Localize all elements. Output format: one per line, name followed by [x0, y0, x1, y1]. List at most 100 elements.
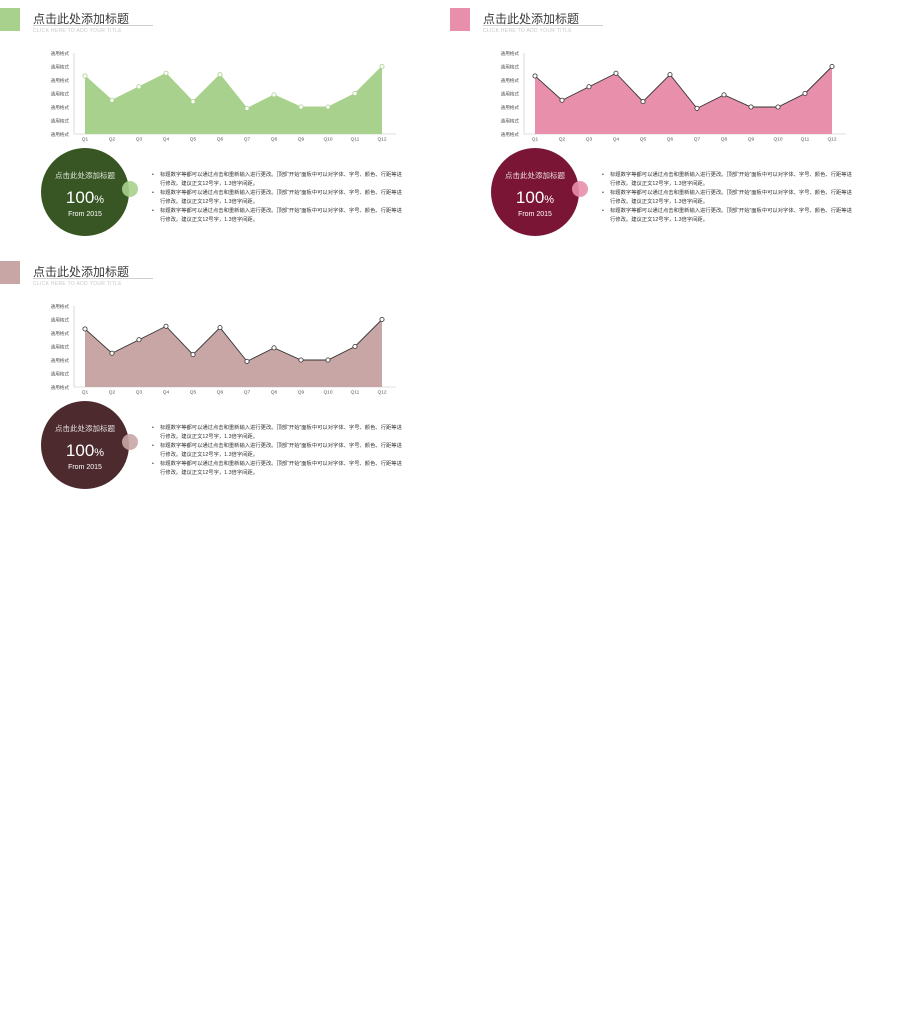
data-point[interactable]	[379, 63, 385, 69]
summary-circle: 点击此处添加标题 100% From 2015	[41, 148, 129, 236]
x-tick-label: Q1	[82, 390, 89, 396]
y-tick-label: 通用格式	[501, 77, 520, 84]
panel-title[interactable]: 点击此处添加标题	[33, 12, 130, 26]
data-point[interactable]	[667, 72, 673, 78]
x-tick-label: Q8	[271, 390, 278, 396]
title-accent-block	[450, 8, 470, 31]
x-tick-label: Q5	[190, 137, 197, 143]
x-tick-label: Q11	[351, 137, 360, 143]
x-tick-label: Q10	[773, 137, 782, 143]
series-line	[84, 66, 383, 109]
x-tick-label: Q9	[298, 390, 305, 396]
y-tick-label: 通用格式	[51, 384, 70, 391]
x-tick-label: Q8	[721, 137, 728, 143]
title-underline	[33, 278, 153, 279]
bullet-item[interactable]: 标题数字等都可以通过点击和重新输入进行更改。顶部“开始”面板中可以对字体、字号、…	[152, 171, 404, 189]
x-tick-label: Q9	[298, 137, 305, 143]
x-tick-label: Q3	[586, 137, 593, 143]
data-point[interactable]	[298, 357, 304, 363]
data-point[interactable]	[163, 70, 169, 76]
panel-title[interactable]: 点击此处添加标题	[483, 12, 580, 26]
title-underline	[483, 25, 603, 26]
y-tick-label: 通用格式	[501, 104, 520, 111]
panel-subtitle: CLICK HERE TO ADD YOUR TITLE	[33, 281, 122, 287]
panel-subtitle: CLICK HERE TO ADD YOUR TITLE	[483, 28, 572, 34]
y-tick-label: 通用格式	[501, 63, 520, 70]
circle-knob	[572, 181, 588, 197]
bullet-item[interactable]: 标题数字等都可以通过点击和重新输入进行更改。顶部“开始”面板中可以对字体、字号、…	[152, 189, 404, 207]
panel-title[interactable]: 点击此处添加标题	[33, 265, 130, 279]
data-point[interactable]	[325, 357, 331, 363]
y-tick-label: 通用格式	[51, 357, 70, 364]
summary-circle: 点击此处添加标题 100% From 2015	[41, 401, 129, 489]
data-point[interactable]	[640, 99, 646, 105]
series-area	[85, 319, 382, 387]
data-point[interactable]	[559, 97, 565, 103]
bullet-item[interactable]: 标题数字等都可以通过点击和重新输入进行更改。顶部“开始”面板中可以对字体、字号、…	[602, 171, 854, 189]
data-point[interactable]	[190, 99, 196, 105]
circle-value-number: 100	[515, 188, 545, 207]
y-tick-label: 通用格式	[51, 63, 70, 70]
bullet-item[interactable]: 标题数字等都可以通过点击和重新输入进行更改。顶部“开始”面板中可以对字体、字号、…	[152, 442, 404, 460]
data-point[interactable]	[352, 91, 358, 97]
data-point[interactable]	[298, 104, 304, 110]
y-tick-label: 通用格式	[51, 104, 70, 111]
chart-panel-2: 点击此处添加标题 CLICK HERE TO ADD YOUR TITLE 通用…	[450, 8, 870, 258]
data-point[interactable]	[586, 84, 592, 90]
series-area	[85, 66, 382, 134]
x-tick-label: Q8	[271, 137, 278, 143]
data-point[interactable]	[829, 63, 835, 69]
data-point[interactable]	[379, 316, 385, 322]
x-tick-label: Q4	[613, 137, 620, 143]
data-point[interactable]	[748, 104, 754, 110]
x-tick-label: Q12	[377, 137, 386, 143]
data-point[interactable]	[352, 344, 358, 350]
y-tick-label: 通用格式	[51, 77, 70, 84]
data-point[interactable]	[217, 325, 223, 331]
data-point[interactable]	[775, 104, 781, 110]
x-tick-label: Q5	[190, 390, 197, 396]
x-tick-label: Q7	[694, 137, 701, 143]
x-tick-label: Q7	[244, 137, 251, 143]
bullet-item[interactable]: 标题数字等都可以通过点击和重新输入进行更改。顶部“开始”面板中可以对字体、字号、…	[152, 460, 404, 478]
data-point[interactable]	[163, 323, 169, 329]
data-point[interactable]	[82, 73, 88, 79]
title-accent-block	[0, 261, 20, 284]
y-tick-label: 通用格式	[51, 131, 70, 138]
data-point[interactable]	[613, 70, 619, 76]
data-point[interactable]	[82, 326, 88, 332]
data-point[interactable]	[136, 337, 142, 343]
data-point[interactable]	[190, 352, 196, 358]
x-tick-label: Q11	[351, 390, 360, 396]
data-point[interactable]	[271, 92, 277, 98]
bullet-item[interactable]: 标题数字等都可以通过点击和重新输入进行更改。顶部“开始”面板中可以对字体、字号、…	[602, 189, 854, 207]
summary-circle: 点击此处添加标题 100% From 2015	[491, 148, 579, 236]
bullet-item[interactable]: 标题数字等都可以通过点击和重新输入进行更改。顶部“开始”面板中可以对字体、字号、…	[152, 207, 404, 225]
circle-value-unit: %	[544, 194, 555, 206]
data-point[interactable]	[109, 350, 115, 356]
data-point[interactable]	[532, 73, 538, 79]
data-point[interactable]	[694, 105, 700, 111]
bullet-item[interactable]: 标题数字等都可以通过点击和重新输入进行更改。顶部“开始”面板中可以对字体、字号、…	[602, 207, 854, 225]
data-point[interactable]	[136, 84, 142, 90]
y-tick-label: 通用格式	[51, 316, 70, 323]
y-tick-label: 通用格式	[51, 117, 70, 124]
data-point[interactable]	[244, 358, 250, 364]
series-line	[534, 66, 833, 109]
data-point[interactable]	[217, 72, 223, 78]
data-point[interactable]	[244, 105, 250, 111]
bullet-item[interactable]: 标题数字等都可以通过点击和重新输入进行更改。顶部“开始”面板中可以对字体、字号、…	[152, 424, 404, 442]
data-point[interactable]	[721, 92, 727, 98]
series-area	[535, 66, 832, 134]
data-point[interactable]	[802, 91, 808, 97]
circle-value: 100%	[41, 441, 129, 461]
data-point[interactable]	[325, 104, 331, 110]
data-point[interactable]	[109, 97, 115, 103]
data-point[interactable]	[271, 345, 277, 351]
x-tick-label: Q6	[667, 137, 674, 143]
x-tick-label: Q12	[827, 137, 836, 143]
circle-knob	[122, 181, 138, 197]
x-tick-label: Q2	[559, 137, 566, 143]
x-tick-label: Q2	[109, 137, 116, 143]
